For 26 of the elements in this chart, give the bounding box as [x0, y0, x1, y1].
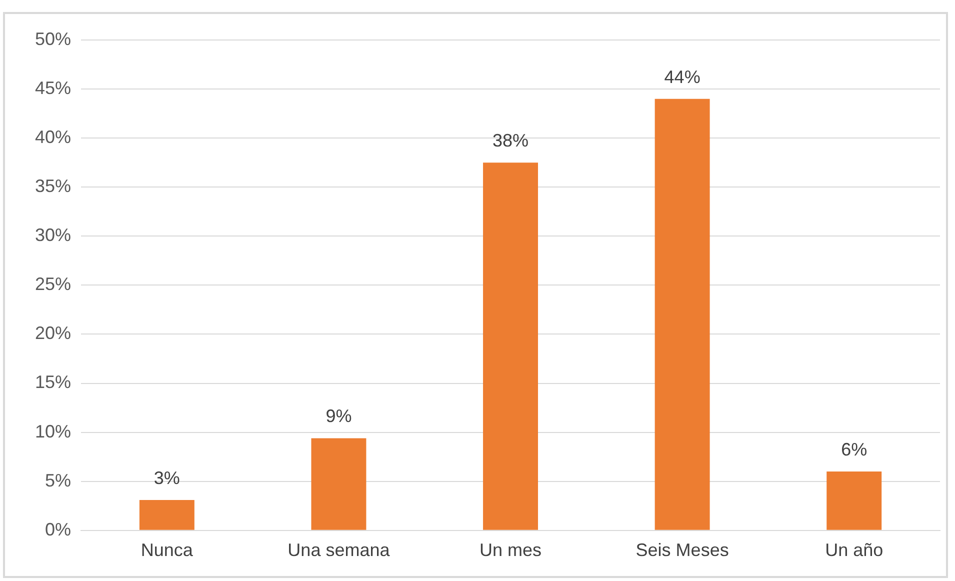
x-tick-label: Un año: [825, 540, 884, 560]
y-tick-label: 20%: [34, 323, 72, 344]
x-tick-label: Una semana: [288, 540, 391, 560]
x-tick-label: Seis Meses: [636, 540, 729, 560]
data-label: 9%: [326, 406, 352, 426]
y-tick-label: 5%: [45, 470, 72, 490]
data-label: 44%: [664, 66, 700, 87]
bar: [826, 472, 882, 530]
data-label: 6%: [841, 440, 868, 460]
bar: [654, 98, 710, 530]
bar: [483, 162, 538, 530]
y-tick-label: 45%: [34, 78, 72, 98]
y-tick-label: 35%: [34, 176, 72, 196]
bar: [311, 438, 366, 530]
y-tick-label: 0%: [45, 519, 72, 540]
data-label: 3%: [154, 468, 180, 488]
x-tick-label: Nunca: [140, 540, 194, 560]
bar: [139, 500, 194, 530]
y-tick-label: 25%: [34, 274, 72, 294]
y-tick-label: 10%: [34, 421, 72, 442]
x-tick-label: Un mes: [480, 540, 542, 560]
y-tick-label: 30%: [34, 225, 72, 246]
y-tick-label: 15%: [34, 372, 72, 392]
y-tick-label: 50%: [34, 28, 72, 49]
y-tick-label: 40%: [34, 127, 72, 148]
data-label: 38%: [492, 130, 529, 151]
